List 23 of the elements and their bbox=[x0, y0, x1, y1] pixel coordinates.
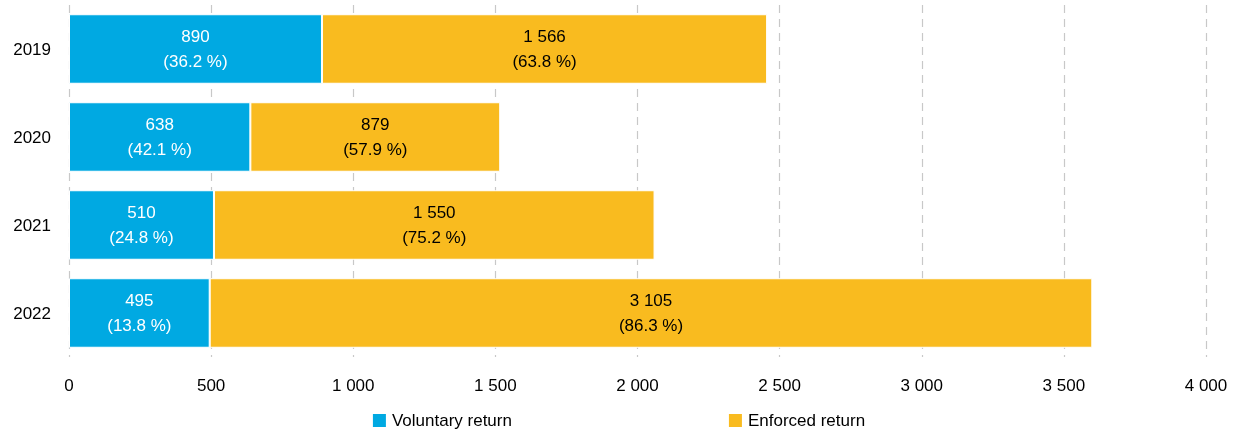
legend-label: Enforced return bbox=[747, 411, 866, 430]
data-label: 638 (42.1 %) bbox=[127, 115, 192, 159]
y-tick-label: 2020 bbox=[13, 127, 51, 147]
x-tick-label: 3 500 bbox=[1042, 376, 1086, 395]
data-label: 1 550 (75.2 %) bbox=[402, 203, 467, 247]
y-tick-label: 2019 bbox=[13, 39, 51, 59]
y-tick-label: 2021 bbox=[13, 215, 51, 235]
x-tick-label: 2 500 bbox=[758, 376, 801, 395]
x-tick-label: 0 bbox=[64, 376, 74, 395]
x-tick-label: 1 500 bbox=[474, 376, 517, 395]
x-tick-label: 4 000 bbox=[1184, 376, 1228, 395]
data-label: 1 566 (63.8 %) bbox=[512, 27, 577, 71]
data-label: 495 (13.8 %) bbox=[107, 291, 172, 335]
y-tick-label: 2022 bbox=[13, 303, 51, 323]
x-tick-label: 500 bbox=[196, 376, 226, 395]
data-label: 879 (57.9 %) bbox=[343, 115, 408, 159]
data-label: 510 (24.8 %) bbox=[109, 203, 174, 247]
data-label: 890 (36.2 %) bbox=[163, 27, 228, 71]
data-label: 3 105 (86.3 %) bbox=[618, 291, 684, 335]
x-tick-label: 1 000 bbox=[331, 376, 375, 395]
legend-label: Voluntary return bbox=[391, 411, 512, 430]
x-tick-label: 2 000 bbox=[616, 376, 659, 395]
x-tick-label: 3 000 bbox=[900, 376, 944, 395]
